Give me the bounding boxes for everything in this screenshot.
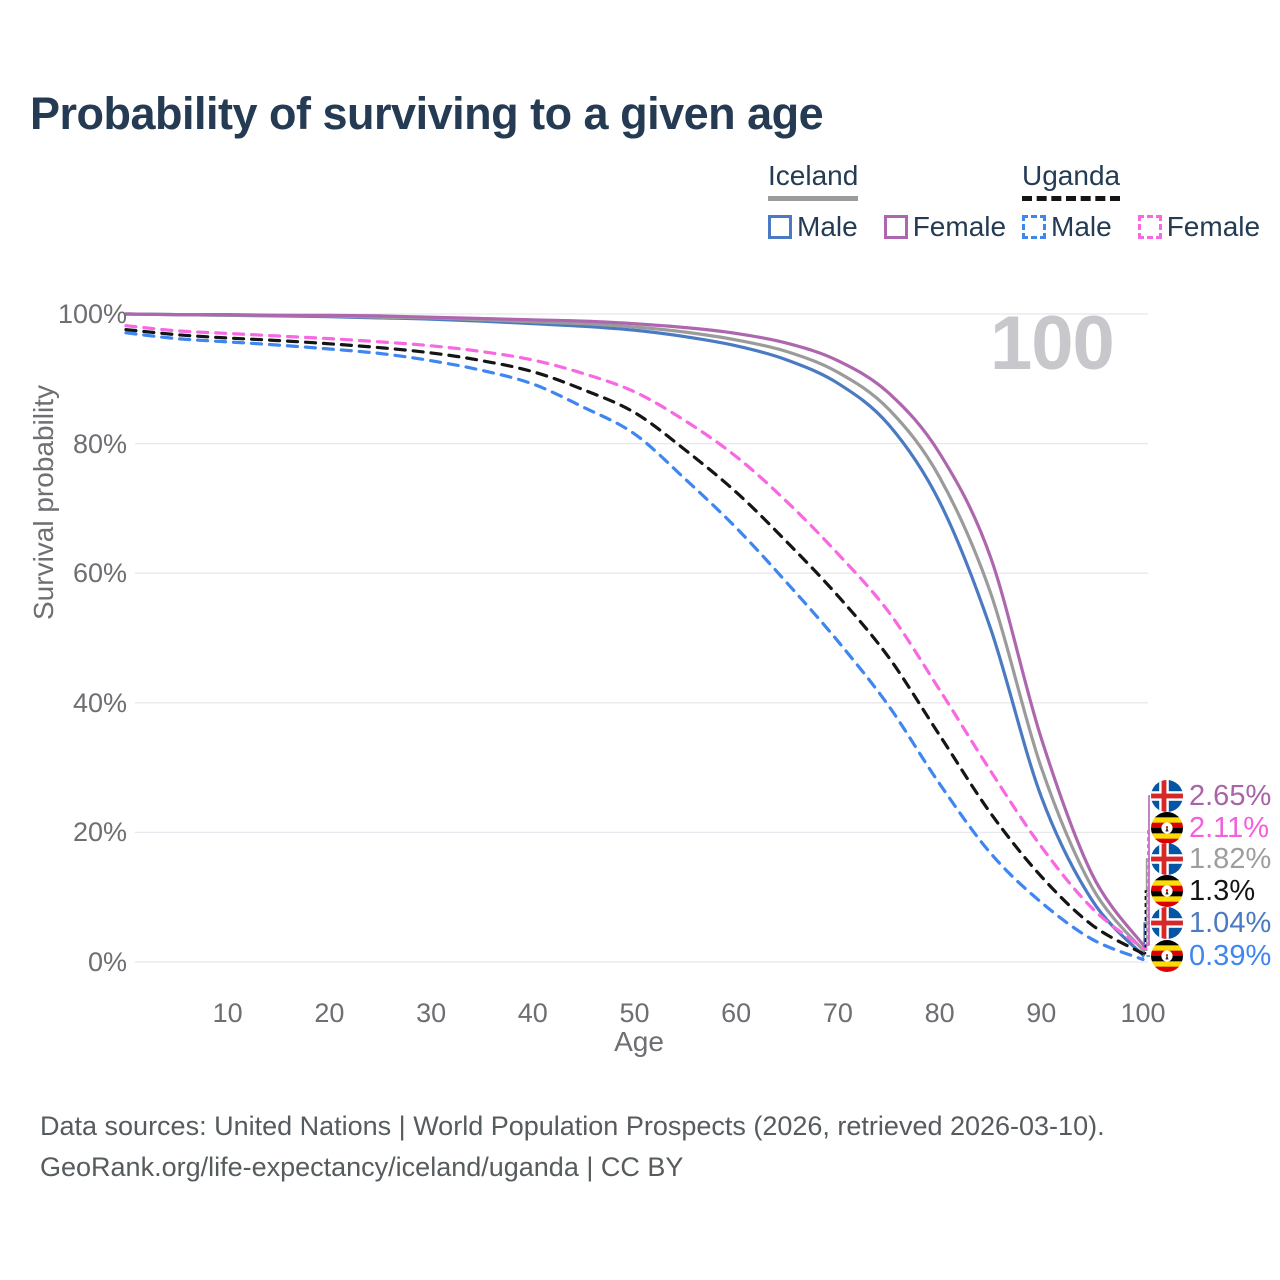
series-uganda_all[interactable] (124, 328, 1145, 956)
end-value-uganda-male: 0.39% (1189, 939, 1272, 972)
footer: Data sources: United Nations | World Pop… (40, 1106, 1105, 1188)
y-tick-100: 100% (57, 299, 127, 329)
end-value-iceland-male: 1.04% (1189, 906, 1272, 939)
legend-label-uganda-female: Female (1166, 211, 1261, 242)
end-label-uganda-both: 1.3% (1151, 874, 1255, 908)
uganda-flag-icon (1151, 875, 1183, 907)
series-uganda_male[interactable] (124, 331, 1145, 962)
iceland-flag-icon (1151, 843, 1183, 875)
iceland-flag-icon (1151, 780, 1183, 812)
connector-uganda_all (1143, 890, 1150, 955)
connector-uganda_female (1143, 827, 1150, 950)
connector-uganda_male (1142, 955, 1150, 960)
iceland-male-swatch-icon (768, 215, 792, 239)
footer-attribution: GeoRank.org/life-expectancy/iceland/ugan… (40, 1152, 684, 1182)
end-label-uganda-female: 2.11% (1151, 811, 1269, 845)
x-axis-title: Age (614, 1026, 664, 1057)
y-tick-60: 60% (72, 558, 127, 589)
x-tick-80: 80 (924, 998, 955, 1028)
legend-item-uganda-female[interactable]: Female (1137, 211, 1261, 243)
legend-country-iceland: Iceland (768, 160, 859, 201)
legend-item-iceland-female[interactable]: Female (883, 211, 1007, 243)
end-label-iceland-female: 2.65% (1151, 779, 1271, 813)
legend-item-iceland-male[interactable]: Male (768, 211, 858, 243)
legend-item-uganda-male[interactable]: Male (1022, 211, 1112, 243)
end-value-uganda-female: 2.11% (1189, 811, 1270, 844)
legend-group-iceland: Iceland Male Female (768, 160, 1028, 243)
end-label-iceland-male: 1.04% (1151, 906, 1271, 940)
iceland-female-swatch-icon (883, 215, 908, 239)
series-uganda_female[interactable] (124, 324, 1145, 950)
x-tick-40: 40 (517, 998, 548, 1028)
end-value-iceland-both: 1.82% (1189, 842, 1272, 875)
connector-iceland_female (1143, 795, 1150, 946)
x-tick-30: 30 (416, 998, 447, 1028)
end-value-iceland-female: 2.65% (1189, 779, 1272, 812)
footer-data-sources: Data sources: United Nations | World Pop… (40, 1111, 1105, 1141)
age-watermark: 100 (990, 301, 1115, 386)
legend-label-iceland-male: Male (797, 211, 858, 242)
x-tick-90: 90 (1026, 998, 1057, 1028)
legend-group-uganda: Uganda Male Female (1022, 160, 1280, 243)
x-tick-100: 100 (1120, 998, 1166, 1028)
page-title: Probability of surviving to a given age (30, 88, 824, 139)
uganda-male-swatch-icon (1022, 215, 1046, 239)
x-tick-10: 10 (212, 998, 243, 1028)
legend-country-uganda: Uganda (1022, 160, 1121, 201)
x-tick-70: 70 (822, 998, 853, 1028)
end-label-uganda-male: 0.39% (1151, 939, 1271, 973)
end-label-iceland-both: 1.82% (1151, 842, 1271, 876)
series-iceland_male[interactable] (124, 312, 1145, 957)
x-tick-50: 50 (619, 998, 650, 1028)
uganda-flag-icon (1151, 812, 1183, 844)
y-tick-40: 40% (72, 687, 127, 718)
iceland-flag-icon (1151, 907, 1183, 939)
y-tick-0: 0% (87, 947, 127, 977)
y-tick-80: 80% (72, 428, 127, 459)
legend-label-uganda-male: Male (1051, 211, 1112, 242)
uganda-female-swatch-icon (1137, 215, 1162, 239)
x-tick-20: 20 (314, 998, 345, 1028)
y-tick-20: 20% (72, 817, 127, 848)
legend-label-iceland-female: Female (912, 211, 1007, 242)
x-tick-60: 60 (721, 998, 752, 1028)
series-iceland_female[interactable] (124, 312, 1145, 947)
uganda-flag-icon (1151, 940, 1183, 972)
end-value-uganda-both: 1.3% (1189, 874, 1256, 907)
